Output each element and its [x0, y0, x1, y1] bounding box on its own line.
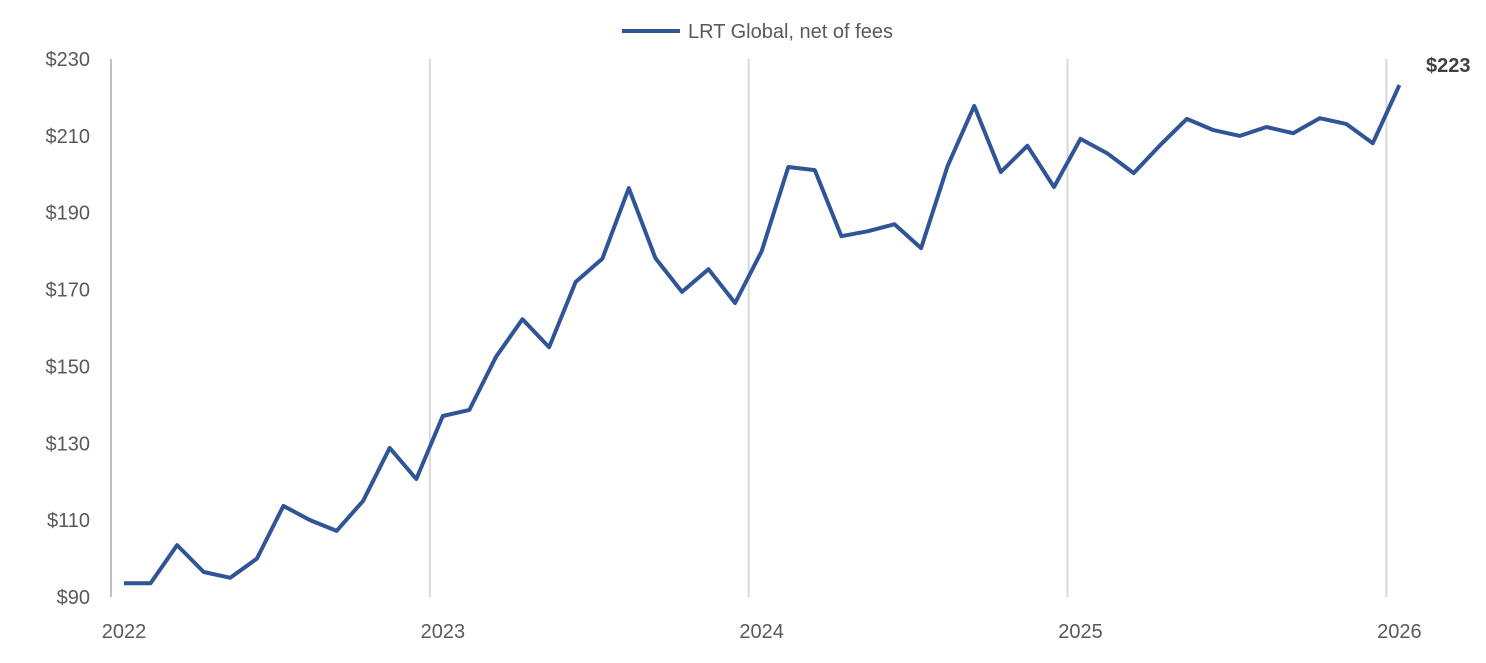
end-value-label: $223 [1426, 55, 1471, 77]
y-tick-label: $110 [47, 510, 90, 532]
y-tick-label: $90 [57, 587, 90, 609]
x-tick-label: 2025 [1058, 621, 1103, 643]
x-tick-label: 2023 [421, 621, 466, 643]
y-tick-label: $230 [46, 49, 91, 71]
gridlines [110, 59, 1388, 597]
x-axis: 2022 2023 2024 2025 2026 [102, 621, 1422, 643]
x-tick-label: 2022 [102, 621, 147, 643]
y-tick-label: $150 [46, 356, 91, 378]
y-tick-label: $170 [46, 280, 91, 302]
y-tick-label: $210 [46, 126, 91, 148]
y-tick-label: $190 [46, 203, 91, 225]
y-tick-label: $130 [46, 433, 91, 455]
series-line-lrt-global [124, 84, 1402, 586]
legend: LRT Global, net of fees [622, 21, 893, 43]
legend-label: LRT Global, net of fees [688, 21, 893, 43]
x-tick-label: 2026 [1377, 621, 1422, 643]
y-axis: $90 $110 $130 $150 $170 $190 $210 $230 [46, 49, 91, 609]
x-tick-label: 2024 [739, 621, 784, 643]
